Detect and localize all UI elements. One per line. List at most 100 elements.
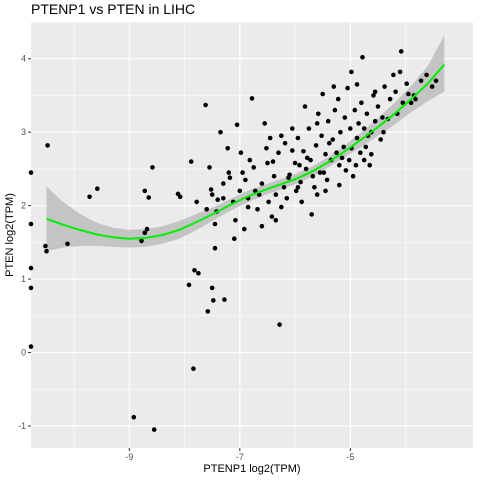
data-point — [320, 91, 326, 97]
data-point — [44, 248, 49, 254]
data-point — [281, 185, 287, 190]
data-point — [237, 188, 243, 194]
data-point — [418, 78, 424, 84]
trend-line — [46, 63, 446, 240]
data-point — [191, 366, 196, 372]
data-point — [28, 265, 34, 271]
data-point — [397, 69, 403, 75]
data-point — [363, 144, 369, 150]
data-point — [324, 177, 330, 183]
data-point — [262, 121, 268, 126]
data-point — [28, 344, 34, 349]
data-point — [387, 96, 393, 102]
data-point — [332, 107, 338, 113]
y-tick-label: 1 — [21, 274, 26, 284]
data-point — [404, 81, 410, 86]
data-point — [350, 173, 356, 179]
data-point — [221, 181, 226, 186]
data-point — [247, 157, 253, 163]
x-axis-title: PTENP1 log2(TPM) — [203, 463, 300, 475]
data-point — [348, 126, 353, 131]
data-point — [325, 118, 331, 124]
data-point — [87, 194, 92, 200]
data-point — [353, 162, 359, 168]
data-point — [334, 150, 339, 155]
data-point — [352, 107, 358, 113]
data-point — [255, 207, 260, 212]
data-point — [369, 151, 374, 157]
data-point — [276, 150, 281, 155]
data-point — [192, 268, 197, 273]
data-point — [212, 221, 218, 227]
data-point — [225, 146, 230, 151]
data-point — [342, 115, 348, 120]
data-point — [226, 170, 232, 175]
data-point — [208, 187, 214, 192]
data-point — [306, 126, 312, 131]
data-point — [317, 170, 323, 175]
data-point — [338, 129, 343, 135]
data-point — [279, 133, 284, 139]
data-point — [293, 188, 299, 194]
y-axis-ticks: -1 0 1 2 3 4 — [18, 54, 31, 431]
data-point — [330, 137, 336, 142]
data-point — [433, 78, 439, 84]
data-point — [361, 157, 367, 163]
data-point — [212, 245, 218, 251]
data-point — [284, 196, 290, 201]
data-point — [28, 285, 34, 291]
data-point — [408, 100, 414, 106]
data-point — [269, 214, 275, 219]
data-point — [205, 309, 211, 314]
data-point — [65, 241, 70, 247]
data-point — [196, 270, 201, 276]
x-tick-label: -5 — [346, 452, 354, 462]
data-point — [316, 111, 321, 117]
data-point — [290, 126, 295, 131]
data-point — [359, 100, 364, 106]
data-point — [240, 170, 245, 175]
chart-title: PTENP1 vs PTEN in LIHC — [31, 1, 195, 17]
y-tick-label: 2 — [21, 201, 26, 211]
data-point — [424, 72, 429, 78]
data-point — [381, 129, 386, 135]
data-point — [28, 170, 34, 175]
data-point — [345, 85, 350, 91]
data-point — [188, 159, 194, 164]
data-point — [314, 121, 320, 126]
data-point — [346, 157, 352, 163]
data-point — [139, 238, 144, 244]
data-point — [203, 102, 208, 108]
data-point — [28, 221, 34, 227]
data-point — [259, 181, 265, 186]
data-point — [372, 118, 378, 124]
data-point — [209, 285, 215, 291]
data-point — [243, 177, 248, 183]
data-point — [295, 135, 301, 141]
data-point — [286, 175, 291, 180]
data-point — [337, 182, 342, 188]
data-points — [28, 49, 439, 432]
data-point — [297, 162, 302, 168]
data-point — [295, 185, 301, 190]
data-point — [337, 162, 342, 168]
data-point — [358, 150, 363, 155]
data-point — [303, 166, 309, 172]
data-point — [144, 226, 150, 232]
data-point — [234, 122, 240, 128]
data-point — [429, 84, 435, 89]
data-point — [273, 218, 279, 223]
data-point — [211, 298, 216, 303]
data-point — [150, 165, 155, 170]
data-point — [222, 297, 227, 302]
data-point — [298, 179, 303, 185]
data-point — [364, 111, 370, 117]
data-point — [142, 230, 148, 236]
data-point — [271, 173, 277, 179]
data-point — [273, 192, 279, 197]
data-point — [339, 155, 345, 161]
data-point — [341, 144, 347, 150]
data-point — [367, 162, 373, 168]
data-point — [413, 96, 418, 102]
